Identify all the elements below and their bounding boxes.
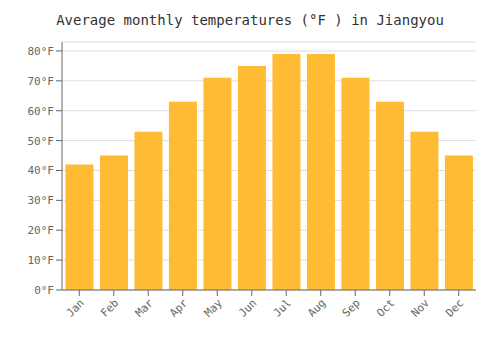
svg-text:30°F: 30°F [28, 194, 55, 207]
svg-text:Jul: Jul [271, 296, 294, 319]
svg-text:Feb: Feb [98, 296, 121, 319]
html-text:Average monthly temperatures (: Average monthly temperatures (°F ) in Ji… [56, 12, 444, 28]
svg-text:10°F: 10°F [28, 254, 55, 267]
svg-text:Apr: Apr [167, 296, 191, 320]
svg-text:20°F: 20°F [28, 224, 55, 237]
svg-text:50°F: 50°F [28, 135, 55, 148]
svg-text:60°F: 60°F [28, 105, 55, 118]
svg-text:0°F: 0°F [34, 284, 54, 297]
svg-text:80°F: 80°F [28, 45, 55, 58]
svg-text:Aug: Aug [305, 296, 328, 319]
svg-text:Nov: Nov [409, 296, 433, 320]
svg-text:Sep: Sep [340, 296, 363, 319]
svg-text:Oct: Oct [374, 296, 397, 319]
svg-text:Jan: Jan [64, 296, 87, 319]
svg-text:70°F: 70°F [28, 75, 55, 88]
svg-text:Mar: Mar [133, 296, 157, 320]
svg-text:May: May [202, 296, 226, 320]
svg-text:Jun: Jun [236, 296, 259, 319]
svg-text:40°F: 40°F [28, 164, 55, 177]
svg-text:Dec: Dec [443, 296, 466, 319]
